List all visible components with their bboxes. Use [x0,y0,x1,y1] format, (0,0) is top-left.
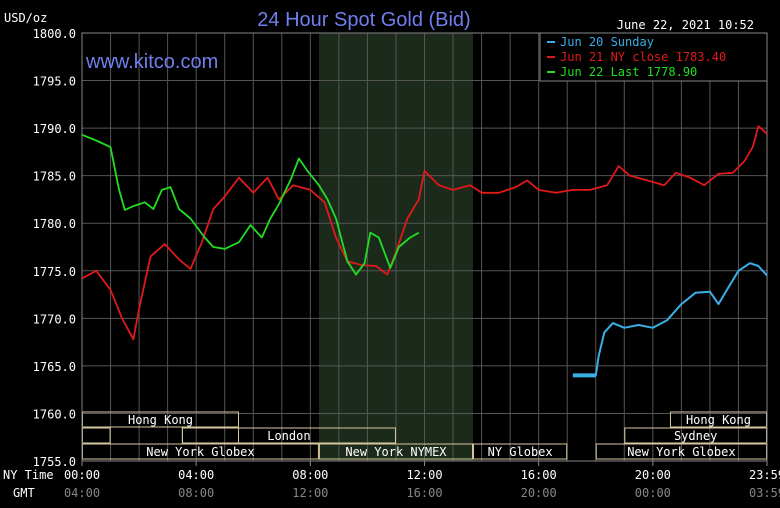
x-tick-label-ny: 04:00 [178,468,214,482]
gmt-row-label: GMT [13,486,35,500]
x-tick-label-ny: 00:00 [64,468,100,482]
series-line-3 [81,133,420,276]
x-tick-label-ny: 12:00 [406,468,442,482]
y-tick-label: 1785.0 [33,170,76,184]
x-tick-label-ny: 08:00 [292,468,328,482]
session-bars: Hong Kong Hong Kong London Sydney New York G… [82,411,768,460]
grid-lines [82,32,767,462]
session-label: London [267,429,310,443]
y-tick-label: 1765.0 [33,360,76,374]
y-tick-label: 1780.0 [33,217,76,231]
x-tick-label-ny: 23:59 [749,468,780,482]
x-tick-label-ny: 20:00 [635,468,671,482]
watermark: www.kitco.com [85,51,218,73]
session-label: New York Globex [146,445,254,459]
x-tick-label-gmt: 04:00 [64,486,100,500]
legend-label: Jun 20 Sunday [560,35,654,49]
session-bar [473,443,568,460]
y-unit-label: USD/oz [4,11,47,25]
session-bar [181,427,396,444]
session-label: New York NYMEX [345,445,447,459]
ny-time-row-label: NY Time [3,468,54,482]
session-label: NY Globex [488,445,553,459]
y-tick-label: 1760.0 [33,407,76,421]
y-tick-label: 1790.0 [33,122,76,136]
session-label: Hong Kong [128,413,193,427]
y-axis-ticks: 1800.0 1795.0 1790.0 1785.0 1780.0 1775.0 1770… [33,27,76,469]
legend-box [539,32,768,82]
y-tick-label: 1795.0 [33,75,76,89]
y-tick-label: 1800.0 [33,27,76,41]
x-tick-label-ny: 16:00 [521,468,557,482]
y-tick-label: 1770.0 [33,312,76,326]
x-tick-label-gmt: 12:00 [292,486,328,500]
session-bar [318,443,474,460]
x-axis-ticks: 00:00 04:00 04:00 08:00 08:00 12:00 12:00 16:00… [64,461,780,500]
y-tick-label: 1755.0 [33,455,76,469]
x-tick-label-gmt: 08:00 [178,486,214,500]
session-label: Sydney [674,429,717,443]
session-label: New York Globex [627,445,735,459]
legend-label: Jun 22 Last 1778.90 [560,65,697,79]
legend-label: Jun 21 NY close 1783.40 [560,50,726,64]
series-line-1 [572,262,768,377]
x-tick-label-gmt: 20:00 [521,486,557,500]
x-tick-label-gmt: 03:59 [749,486,780,500]
chart-title: 24 Hour Spot Gold (Bid) [257,9,470,31]
session-label: Hong Kong [686,413,751,427]
series-line-2 [81,125,768,341]
x-tick-label-gmt: 00:00 [635,486,671,500]
x-tick-label-gmt: 16:00 [406,486,442,500]
price-series [81,125,768,378]
y-tick-label: 1775.0 [33,265,76,279]
chart-timestamp: June 22, 2021 10:52 [617,18,754,32]
